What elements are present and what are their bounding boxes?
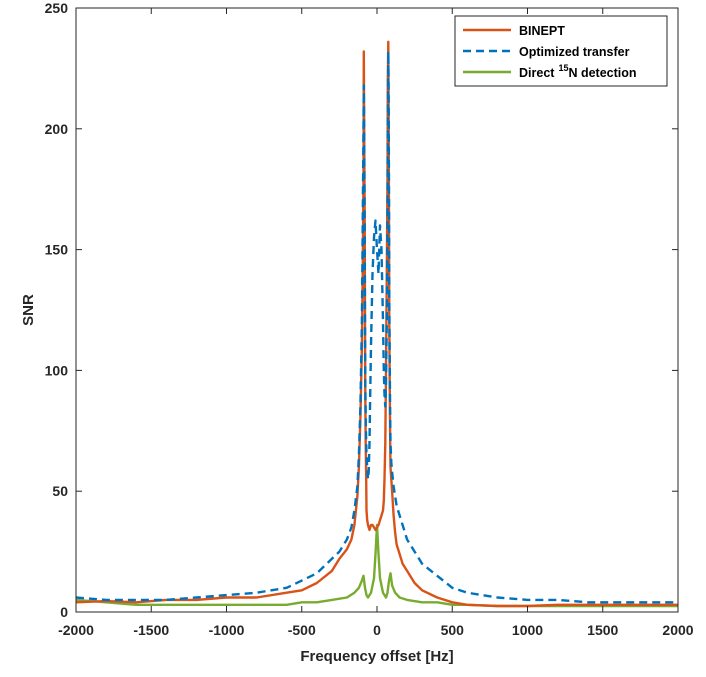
legend-label-superscript: 15 <box>558 63 568 73</box>
x-axis-ticks: -2000 -1500 -1000 -500 0 500 1000 1500 2000 <box>58 8 694 638</box>
y-axis-ticks: 0 50 100 150 200 250 <box>45 0 678 620</box>
x-tick-label: -2000 <box>58 622 94 638</box>
y-tick-label: 0 <box>60 604 68 620</box>
x-tick-label: 1500 <box>587 622 618 638</box>
y-axis-title: SNR <box>20 294 37 326</box>
x-tick-label: 2000 <box>662 622 693 638</box>
x-tick-label: 1000 <box>512 622 543 638</box>
legend-label: BINEPT <box>519 24 565 38</box>
x-tick-label: 0 <box>373 622 381 638</box>
y-tick-label: 250 <box>45 0 69 16</box>
series-line-binept <box>75 40 678 608</box>
legend: BINEPT Optimized transfer Direct 15N detect… <box>454 15 668 87</box>
legend-label: Direct 15N detection <box>519 63 637 80</box>
legend-label-text: Direct <box>519 66 555 80</box>
x-tick-label: 500 <box>441 622 465 638</box>
series-line-optimized-transfer <box>75 50 678 604</box>
x-tick-label: -1000 <box>209 622 245 638</box>
y-tick-label: 200 <box>45 121 69 137</box>
plot-lines <box>75 40 678 608</box>
legend-label-rest: N detection <box>568 66 636 80</box>
y-tick-label: 100 <box>45 362 69 378</box>
x-tick-label: -500 <box>288 622 316 638</box>
legend-label-text: Optimized transfer <box>519 45 630 59</box>
x-axis-title: Frequency offset [Hz] <box>300 648 453 665</box>
y-tick-label: 150 <box>45 242 69 258</box>
x-tick-label: -1500 <box>133 622 169 638</box>
legend-label: Optimized transfer <box>519 45 630 59</box>
legend-label-text: BINEPT <box>519 24 565 38</box>
y-tick-label: 50 <box>52 483 68 499</box>
